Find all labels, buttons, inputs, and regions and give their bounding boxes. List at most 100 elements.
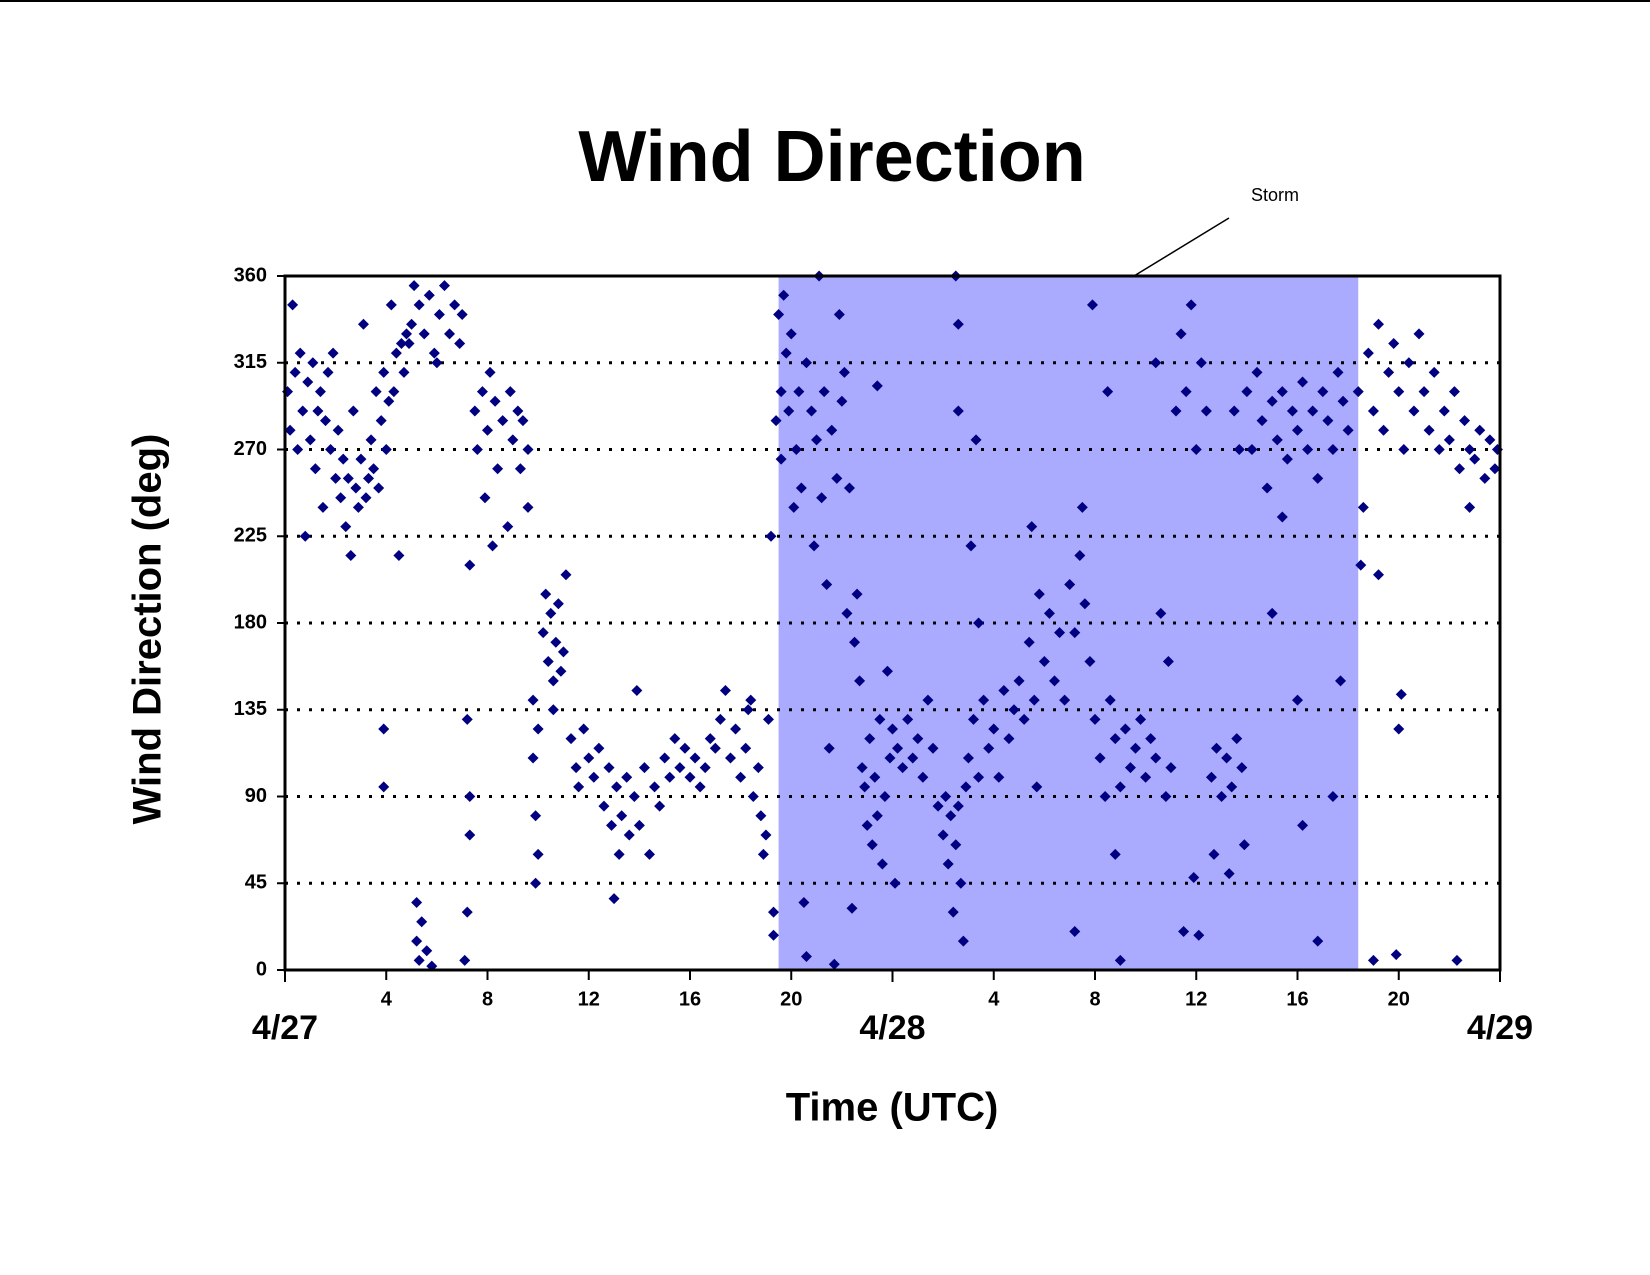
data-point <box>1162 656 1174 668</box>
data-point <box>1418 386 1430 398</box>
data-point <box>854 675 866 687</box>
data-point <box>1312 935 1324 947</box>
data-point <box>540 588 552 600</box>
data-point <box>1448 386 1460 398</box>
data-point <box>957 935 969 947</box>
data-point <box>461 713 473 725</box>
data-point <box>1003 733 1015 745</box>
data-point <box>638 762 650 774</box>
data-point <box>309 463 321 475</box>
data-point <box>1292 424 1303 436</box>
data-point <box>1043 607 1055 619</box>
data-point <box>578 723 590 735</box>
data-point <box>471 444 483 455</box>
y-tick-label: 45 <box>245 872 267 894</box>
data-point <box>378 366 390 378</box>
data-point <box>1119 723 1131 735</box>
data-point <box>1102 386 1114 398</box>
x-axis-label: Time (UTC) <box>786 1086 999 1130</box>
data-point <box>603 762 615 774</box>
data-point <box>530 810 542 822</box>
data-point <box>431 357 443 369</box>
data-point <box>1099 791 1111 802</box>
data-point <box>664 771 676 783</box>
data-point <box>1064 578 1076 590</box>
data-point <box>747 791 759 802</box>
data-point <box>1352 386 1364 398</box>
y-tick-label: 0 <box>256 958 267 980</box>
data-point <box>532 723 544 735</box>
data-point <box>408 280 420 292</box>
data-point <box>947 906 959 918</box>
data-point <box>897 762 909 774</box>
data-point <box>864 733 876 745</box>
data-point <box>507 434 519 446</box>
x-tick-label: 16 <box>679 988 701 1010</box>
data-point <box>775 386 787 398</box>
data-point <box>1188 871 1200 883</box>
data-point <box>757 848 769 860</box>
data-point <box>487 540 499 552</box>
data-point <box>438 280 450 292</box>
data-point <box>998 684 1010 696</box>
data-point <box>1373 318 1384 330</box>
data-point <box>492 463 504 475</box>
data-point <box>811 434 823 446</box>
data-point <box>902 713 914 725</box>
data-point <box>416 916 428 928</box>
data-point <box>1059 694 1071 706</box>
data-point <box>833 309 845 321</box>
data-point <box>988 723 1000 735</box>
data-point <box>1332 366 1344 378</box>
data-point <box>644 848 655 860</box>
data-point <box>1069 925 1081 937</box>
data-point <box>330 472 342 484</box>
data-point <box>514 463 526 475</box>
data-point <box>370 386 382 398</box>
data-point <box>879 791 891 802</box>
data-point <box>1276 511 1288 523</box>
data-point <box>320 415 331 427</box>
data-point <box>347 405 359 417</box>
data-point <box>884 752 896 764</box>
data-point <box>413 299 425 311</box>
data-point <box>1076 501 1088 513</box>
data-point <box>838 366 850 378</box>
data-point <box>360 492 372 504</box>
data-point <box>456 309 468 321</box>
data-point <box>752 762 764 774</box>
data-point <box>762 713 774 725</box>
data-point <box>1026 521 1038 533</box>
data-point <box>1459 415 1471 427</box>
data-point <box>1317 386 1329 398</box>
data-point <box>1104 694 1116 706</box>
data-point <box>861 819 873 831</box>
data-point <box>522 444 534 455</box>
data-point <box>292 444 304 455</box>
y-tick-label: 315 <box>234 351 267 373</box>
x-tick-label: 20 <box>1388 988 1410 1010</box>
data-point <box>768 906 780 918</box>
data-point <box>1281 453 1293 465</box>
data-point <box>831 472 843 484</box>
data-point <box>1241 386 1253 398</box>
data-point <box>1327 791 1339 802</box>
data-point <box>482 424 493 436</box>
data-point <box>337 453 349 465</box>
data-point <box>952 405 964 417</box>
data-point <box>479 492 491 504</box>
x-tick-label: 12 <box>1185 988 1207 1010</box>
data-point <box>719 684 731 696</box>
data-point <box>783 405 795 417</box>
data-point <box>1114 781 1126 793</box>
data-point <box>760 829 772 841</box>
data-point <box>304 434 316 446</box>
data-point <box>1086 299 1098 311</box>
plot-frame <box>283 274 1502 972</box>
data-point <box>1454 463 1465 475</box>
data-point <box>444 328 456 340</box>
x-tick-label: 16 <box>1286 988 1308 1010</box>
data-point <box>1233 444 1245 455</box>
data-point <box>628 791 640 802</box>
data-point <box>778 289 790 301</box>
